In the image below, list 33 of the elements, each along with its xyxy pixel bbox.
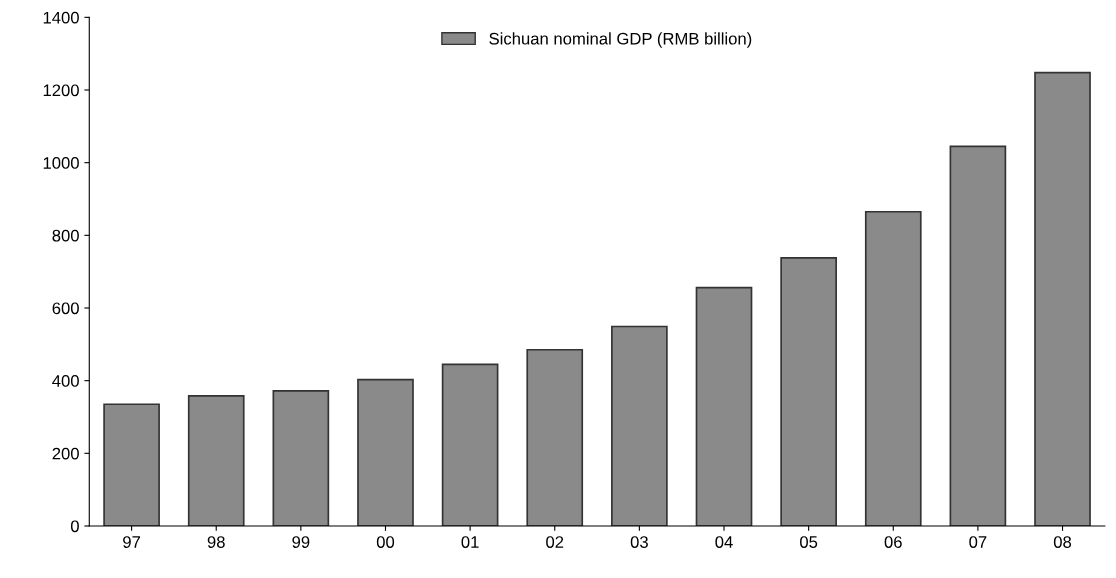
bar xyxy=(949,145,1007,526)
x-tick-label: 04 xyxy=(715,536,733,548)
legend-label: Sichuan nominal GDP (RMB billion) xyxy=(489,32,752,48)
bar xyxy=(441,363,499,526)
x-tick-label: 99 xyxy=(292,536,310,548)
y-tick-label: 1400 xyxy=(43,11,79,24)
bar xyxy=(611,325,668,526)
x-tick-label: 05 xyxy=(800,536,818,548)
y-tick-label: 1000 xyxy=(43,157,79,169)
x-tick-label: 07 xyxy=(969,536,987,548)
x-tick-label: 01 xyxy=(461,536,479,548)
y-tick-label: 200 xyxy=(52,447,79,460)
x-tick-label: 00 xyxy=(376,536,395,548)
x-tick-label: 03 xyxy=(630,536,648,548)
x-tick-label: 08 xyxy=(1053,536,1072,548)
x-tick-label: 97 xyxy=(123,536,141,548)
bar xyxy=(103,403,160,526)
bar xyxy=(526,348,584,526)
y-tick-label: 600 xyxy=(52,302,79,315)
y-tick-label: 0 xyxy=(70,520,79,533)
x-tick-label: 06 xyxy=(884,536,902,548)
bar xyxy=(864,210,922,526)
bar xyxy=(357,378,414,526)
y-tick-label: 400 xyxy=(52,375,79,387)
y-tick-label: 800 xyxy=(52,229,79,242)
bar xyxy=(1034,71,1091,526)
bar xyxy=(272,389,330,526)
x-tick-label: 98 xyxy=(207,536,225,548)
x-tick-label: 02 xyxy=(546,536,564,548)
y-tick-label: 1200 xyxy=(43,84,79,97)
bar xyxy=(187,395,245,526)
bar xyxy=(780,257,837,526)
bar xyxy=(695,286,753,526)
